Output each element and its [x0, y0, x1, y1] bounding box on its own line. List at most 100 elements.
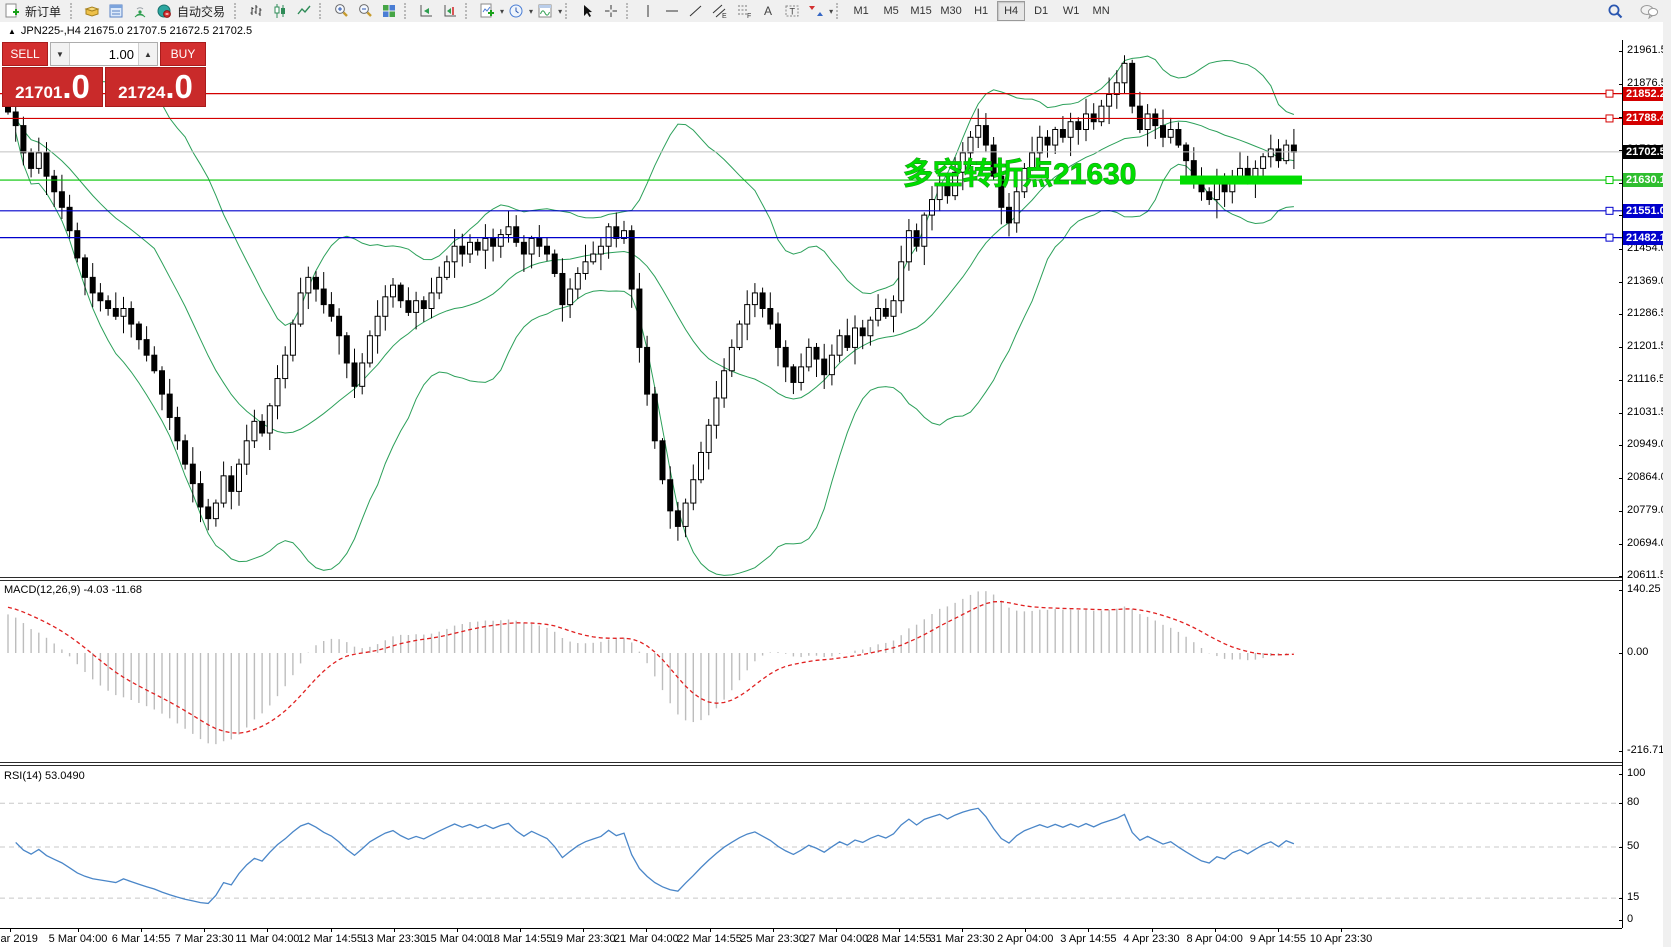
macd-indicator-label: MACD(12,26,9) -4.03 -11.68	[4, 584, 142, 596]
axis-tick	[1619, 898, 1623, 900]
pane-separator[interactable]	[0, 762, 1671, 766]
axis-tick-label: 20864.0	[1627, 471, 1667, 484]
zoom-in-icon[interactable]	[329, 1, 353, 21]
periods-icon[interactable]	[504, 1, 528, 21]
axis-tick-label: 21961.5	[1627, 44, 1667, 57]
time-axis-label: 22 Mar 14:55	[677, 933, 742, 945]
time-axis-label: 28 Mar 14:55	[866, 933, 932, 945]
arrows-dropdown-caret[interactable]: ▾	[829, 6, 834, 16]
time-axis-label: 10 Apr 23:30	[1309, 933, 1373, 945]
toolbar-grip	[404, 3, 411, 19]
axis-tick-label: 21116.5	[1627, 372, 1666, 385]
text-tool-icon[interactable]: A	[756, 1, 780, 21]
axis-tick-label: 20949.0	[1627, 438, 1667, 451]
time-axis-label: 27 Mar 04:00	[803, 933, 869, 945]
time-axis-label: 13 Mar 23:30	[361, 933, 427, 945]
rsi-pane-canvas[interactable]	[0, 766, 1622, 928]
buy-button[interactable]: BUY	[160, 42, 206, 66]
new-order-button[interactable]: 新订单	[25, 4, 62, 19]
axis-tick	[1619, 281, 1623, 283]
time-axis-label: 9 Apr 14:55	[1249, 933, 1306, 945]
axis-tick-label: 50	[1627, 840, 1640, 852]
sell-price-main: 21701	[15, 83, 63, 102]
time-axis-label: 5 Mar 04:00	[48, 933, 108, 945]
indicators-icon[interactable]	[475, 1, 499, 21]
volume-increase-button[interactable]: ▲	[138, 43, 157, 65]
time-axis-tick	[1151, 929, 1153, 932]
periods-dropdown-caret[interactable]: ▾	[529, 6, 534, 16]
indicators-dropdown-caret[interactable]: ▾	[500, 6, 505, 16]
arrows-tool-icon[interactable]	[804, 1, 828, 21]
new-order-icon[interactable]	[0, 1, 24, 21]
volume-value[interactable]: 1.00	[108, 46, 134, 62]
time-axis-label: 2 Apr 04:00	[997, 933, 1054, 945]
autotrading-button[interactable]: 自动交易	[177, 4, 226, 19]
pane-separator[interactable]	[0, 577, 1671, 581]
timeframe-button-W1[interactable]: W1	[1062, 5, 1080, 17]
time-axis-label: 25 Mar 23:30	[740, 933, 806, 945]
timeframe-button-M1[interactable]: M1	[853, 5, 869, 17]
sell-button[interactable]: SELL	[2, 42, 48, 66]
search-icon[interactable]	[1603, 1, 1627, 21]
timeframe-button-D1[interactable]: D1	[1034, 5, 1049, 17]
axis-tick	[1619, 750, 1623, 752]
axis-tick	[1619, 478, 1623, 480]
toolbar-grip	[836, 3, 843, 19]
time-axis-tick	[709, 929, 711, 932]
autotrading-icon[interactable]	[152, 1, 176, 21]
axis-tick-label: 80	[1627, 796, 1640, 809]
timeframe-button-M30[interactable]: M30	[940, 5, 962, 17]
time-axis-tick	[520, 929, 522, 932]
line-chart-type-icon[interactable]	[292, 1, 316, 21]
timeframe-button-MN[interactable]: MN	[1092, 5, 1110, 17]
equidistant-channel-tool-icon[interactable]: E	[708, 1, 732, 21]
axis-tick	[1619, 920, 1623, 921]
chart-shift-icon[interactable]	[438, 1, 462, 21]
timeframe-button-M15[interactable]: M15	[910, 5, 932, 17]
buy-price-box[interactable]: 21724 .0	[105, 67, 206, 107]
volume-decrease-button[interactable]: ▼	[51, 43, 70, 65]
toolbar-grip	[565, 3, 572, 19]
axis-tick	[1619, 313, 1623, 315]
time-axis-label: 11 Mar 04:00	[235, 933, 300, 945]
toolbar-grip	[234, 3, 241, 19]
auto-scroll-icon[interactable]	[414, 1, 438, 21]
sell-price-box[interactable]: 21701 .0	[2, 67, 103, 107]
zoom-out-icon[interactable]	[353, 1, 377, 21]
time-axis-label: 21 Mar 04:00	[613, 933, 679, 945]
time-axis-label: 4 Mar 2019	[0, 933, 38, 945]
vertical-line-tool-icon[interactable]	[636, 1, 660, 21]
crosshair-icon[interactable]	[599, 1, 623, 21]
one-click-collapse-icon[interactable]: ▲	[8, 26, 16, 36]
fibonacci-tool-icon[interactable]: F	[732, 1, 756, 21]
bar-chart-type-icon[interactable]	[244, 1, 268, 21]
time-axis-tick	[835, 929, 837, 932]
templates-icon[interactable]	[533, 1, 557, 21]
cursor-icon[interactable]	[575, 1, 599, 21]
time-axis[interactable]: 4 Mar 2019 5 Mar 04:006 Mar 14:557 Mar 23…	[0, 928, 1622, 947]
axis-tick	[1619, 379, 1623, 381]
price-axis[interactable]: 21961.521876.521791.521706.521621.521539…	[1619, 40, 1667, 928]
macd-pane-canvas[interactable]	[0, 581, 1622, 762]
timeframe-button-H4[interactable]: H4	[997, 1, 1026, 21]
history-center-icon[interactable]	[80, 1, 104, 21]
signals-icon[interactable]	[128, 1, 152, 21]
time-axis-tick	[583, 929, 585, 932]
timeframe-button-M5[interactable]: M5	[883, 5, 899, 17]
time-axis-tick	[330, 929, 332, 932]
toolbar-grip	[319, 3, 326, 19]
templates-dropdown-caret[interactable]: ▾	[558, 6, 563, 16]
axis-tick	[1619, 215, 1623, 217]
text-label-tool-icon[interactable]: T	[780, 1, 804, 21]
level-price-badge: 21630.1	[1623, 173, 1667, 188]
toolbar-grip	[626, 3, 633, 19]
market-watch-icon[interactable]	[104, 1, 128, 21]
main-toolbar: 新订单 自动交易	[0, 0, 1671, 23]
candlestick-chart-type-icon[interactable]	[268, 1, 292, 21]
tile-windows-icon[interactable]	[377, 1, 401, 21]
chat-icon[interactable]	[1637, 1, 1661, 21]
timeframe-button-H1[interactable]: H1	[974, 5, 989, 17]
main-chart-canvas[interactable]: 多空转折点21630	[0, 40, 1622, 577]
horizontal-line-tool-icon[interactable]	[660, 1, 684, 21]
trendline-tool-icon[interactable]	[684, 1, 708, 21]
